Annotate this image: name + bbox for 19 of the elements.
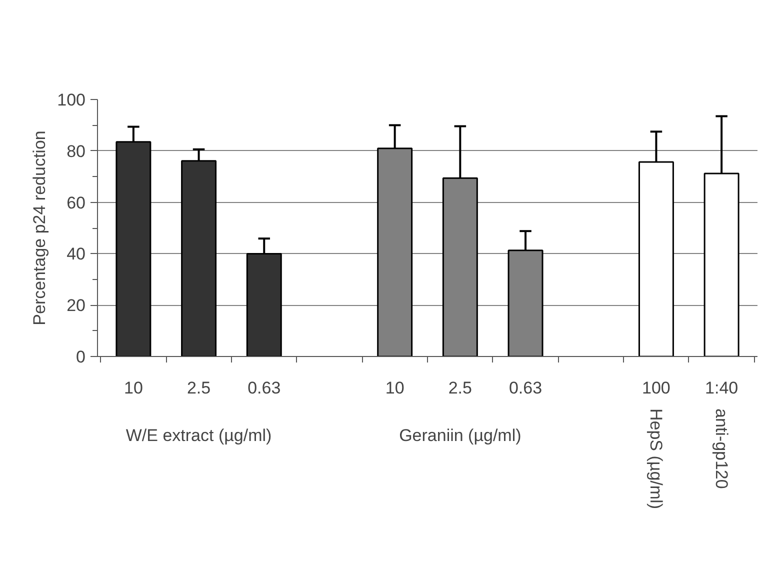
- x-tick-label: 0.63: [248, 378, 281, 398]
- x-tick-label: 10: [124, 378, 143, 398]
- x-tick-label: 2.5: [186, 378, 211, 398]
- text: HepS (µg/ml): [646, 408, 666, 509]
- y-tick-label: 60: [66, 193, 86, 212]
- text: W/E extract (µg/ml): [126, 426, 272, 445]
- x-tick-label: 0.63: [508, 378, 542, 398]
- text: Geraniin (µg/ml): [399, 426, 522, 445]
- x-tick-label: 10: [385, 378, 404, 398]
- y-tick-label: 80: [66, 142, 86, 161]
- y-tick-label: 0: [76, 348, 86, 366]
- x-tick-label: 100: [642, 378, 670, 398]
- y-tick-label: 100: [57, 90, 86, 110]
- y-tick-label: 40: [66, 244, 86, 264]
- y-tick-label: 20: [66, 296, 86, 316]
- text: anti-gp120: [712, 408, 732, 489]
- x-tick-label: 2.5: [448, 378, 472, 398]
- x-tick-label: 1:40: [705, 378, 738, 398]
- y-axis-title: Percentage p24 reduction: [30, 130, 50, 326]
